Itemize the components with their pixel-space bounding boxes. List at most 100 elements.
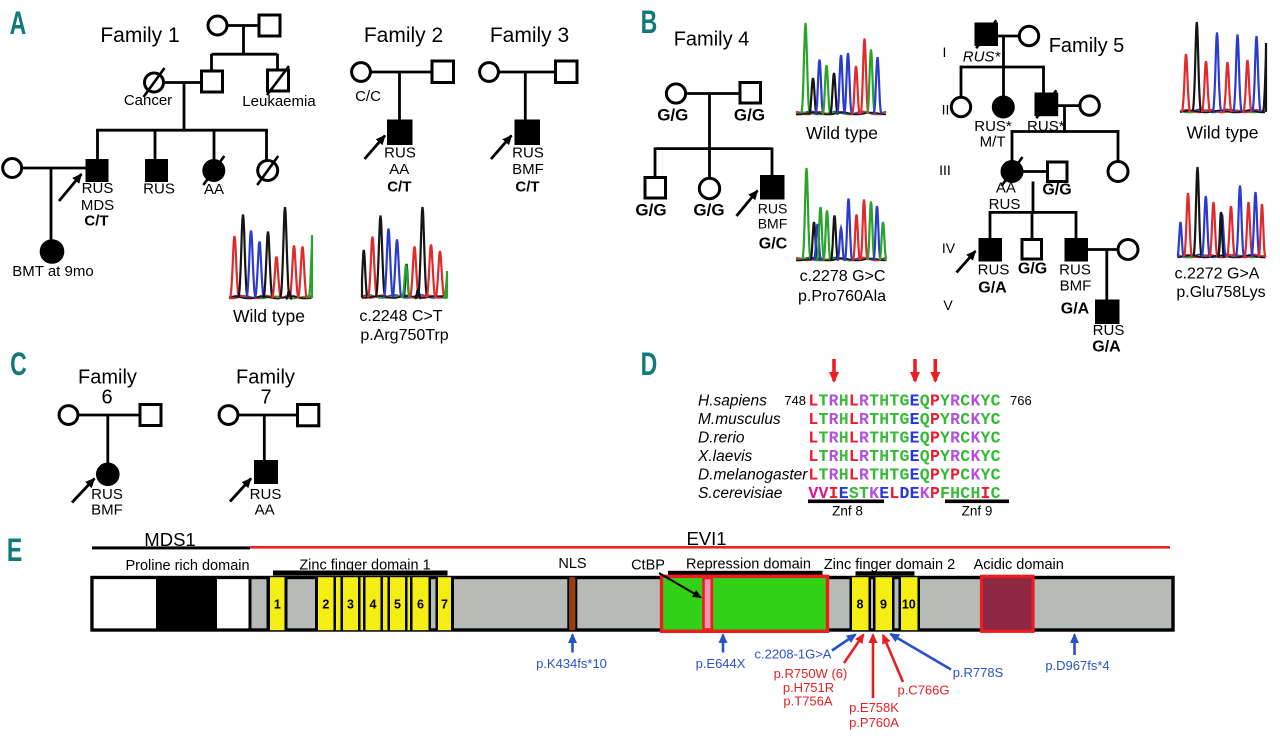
- svg-text:T: T: [889, 410, 899, 429]
- svg-text:Q: Q: [920, 392, 930, 411]
- svg-text:c.2272 G>A: c.2272 G>A: [1175, 266, 1260, 283]
- svg-text:1: 1: [274, 598, 281, 612]
- svg-text:Zinc finger domain 1: Zinc finger domain 1: [299, 558, 430, 574]
- svg-text:Y: Y: [981, 410, 991, 429]
- svg-text:E: E: [910, 410, 920, 429]
- svg-text:H: H: [879, 392, 889, 411]
- svg-text:Q: Q: [920, 410, 930, 429]
- svg-text:Y: Y: [940, 392, 950, 411]
- svg-text:R: R: [950, 410, 960, 429]
- svg-text:Family: Family: [236, 367, 295, 389]
- svg-text:R: R: [859, 466, 869, 485]
- svg-text:C: C: [960, 429, 970, 448]
- svg-text:X.laevis: X.laevis: [697, 448, 753, 465]
- svg-text:Y: Y: [940, 429, 950, 448]
- svg-text:BMF: BMF: [758, 216, 788, 232]
- svg-text:L: L: [849, 466, 859, 485]
- svg-text:Y: Y: [981, 466, 991, 485]
- svg-text:H: H: [839, 429, 849, 448]
- svg-text:RUS: RUS: [1059, 262, 1091, 279]
- svg-text:C: C: [960, 447, 970, 466]
- svg-text:K: K: [970, 392, 980, 411]
- svg-text:4: 4: [370, 598, 377, 612]
- svg-text:K: K: [970, 466, 980, 485]
- svg-text:G: G: [900, 447, 910, 466]
- svg-text:H: H: [970, 484, 980, 503]
- svg-text:G/A: G/A: [1092, 339, 1121, 356]
- svg-text:Cancer: Cancer: [124, 92, 172, 109]
- svg-text:p.K434fs*10: p.K434fs*10: [536, 656, 607, 671]
- svg-text:H: H: [879, 447, 889, 466]
- svg-text:P: P: [930, 466, 940, 485]
- svg-text:G/G: G/G: [1042, 182, 1071, 199]
- svg-text:L: L: [849, 447, 859, 466]
- svg-text:H: H: [839, 410, 849, 429]
- svg-text:Y: Y: [981, 429, 991, 448]
- svg-text:R: R: [859, 429, 869, 448]
- svg-text:C/T: C/T: [515, 179, 539, 196]
- svg-text:Znf 8: Znf 8: [832, 504, 863, 519]
- svg-text:E: E: [879, 484, 889, 503]
- svg-text:RUS: RUS: [978, 262, 1010, 279]
- svg-text:M/T: M/T: [980, 134, 1006, 151]
- svg-text:Repression domain: Repression domain: [686, 557, 811, 573]
- svg-text:L: L: [808, 429, 818, 448]
- svg-text:V: V: [943, 297, 953, 313]
- svg-text:G: G: [900, 392, 910, 411]
- svg-text:Wild type: Wild type: [806, 123, 878, 143]
- svg-text:p.Arg750Trp: p.Arg750Trp: [360, 327, 448, 344]
- svg-text:C/T: C/T: [387, 179, 411, 196]
- svg-text:Family 4: Family 4: [674, 29, 750, 51]
- svg-text:RUS: RUS: [250, 486, 282, 503]
- svg-text:C: C: [991, 392, 1001, 411]
- svg-text:Wild type: Wild type: [1187, 123, 1259, 143]
- svg-text:T: T: [818, 410, 828, 429]
- svg-text:H.sapiens: H.sapiens: [698, 393, 767, 410]
- svg-text:T: T: [818, 447, 828, 466]
- svg-text:p.T756A: p.T756A: [783, 694, 832, 709]
- svg-text:Zinc finger domain 2: Zinc finger domain 2: [824, 557, 955, 573]
- svg-text:p.E644X: p.E644X: [696, 656, 746, 671]
- svg-text:RUS: RUS: [512, 145, 544, 162]
- svg-text:R: R: [829, 447, 839, 466]
- svg-text:S.cerevisiae: S.cerevisiae: [698, 485, 783, 502]
- svg-text:C: C: [991, 429, 1001, 448]
- svg-text:V: V: [808, 484, 818, 503]
- svg-text:c.2278 G>C: c.2278 G>C: [800, 268, 886, 285]
- svg-text:H: H: [839, 466, 849, 485]
- svg-text:R: R: [829, 429, 839, 448]
- svg-text:RUS: RUS: [989, 196, 1021, 213]
- svg-text:MDS: MDS: [81, 197, 114, 214]
- svg-text:7: 7: [441, 598, 448, 612]
- svg-text:III: III: [939, 162, 951, 178]
- svg-text:H: H: [879, 410, 889, 429]
- svg-text:p.H751R: p.H751R: [783, 680, 834, 695]
- svg-text:M.musculus: M.musculus: [698, 411, 781, 428]
- svg-text:766: 766: [1010, 393, 1032, 408]
- svg-text:E: E: [910, 447, 920, 466]
- svg-text:K: K: [920, 484, 930, 503]
- svg-text:p.Glu758Lys: p.Glu758Lys: [1176, 284, 1265, 301]
- svg-text:Wild type: Wild type: [233, 306, 305, 326]
- svg-text:3: 3: [347, 598, 354, 612]
- svg-text:D.melanogaster: D.melanogaster: [698, 467, 808, 484]
- svg-text:AA: AA: [255, 502, 275, 519]
- svg-text:I: I: [943, 44, 947, 60]
- svg-text:748: 748: [784, 393, 806, 408]
- svg-text:L: L: [808, 466, 818, 485]
- svg-text:K: K: [970, 447, 980, 466]
- svg-text:RUS: RUS: [758, 201, 788, 217]
- svg-text:BMF: BMF: [91, 502, 123, 519]
- svg-text:K: K: [970, 429, 980, 448]
- svg-text:C: C: [991, 447, 1001, 466]
- svg-text:L: L: [889, 484, 899, 503]
- svg-text:G/G: G/G: [734, 106, 765, 125]
- svg-text:10: 10: [902, 598, 916, 612]
- svg-text:L: L: [849, 410, 859, 429]
- svg-text:T: T: [889, 392, 899, 411]
- svg-text:C: C: [960, 410, 970, 429]
- svg-text:H: H: [879, 429, 889, 448]
- svg-text:AA: AA: [389, 161, 409, 178]
- svg-text:P: P: [930, 447, 940, 466]
- svg-text:G/G: G/G: [657, 106, 688, 125]
